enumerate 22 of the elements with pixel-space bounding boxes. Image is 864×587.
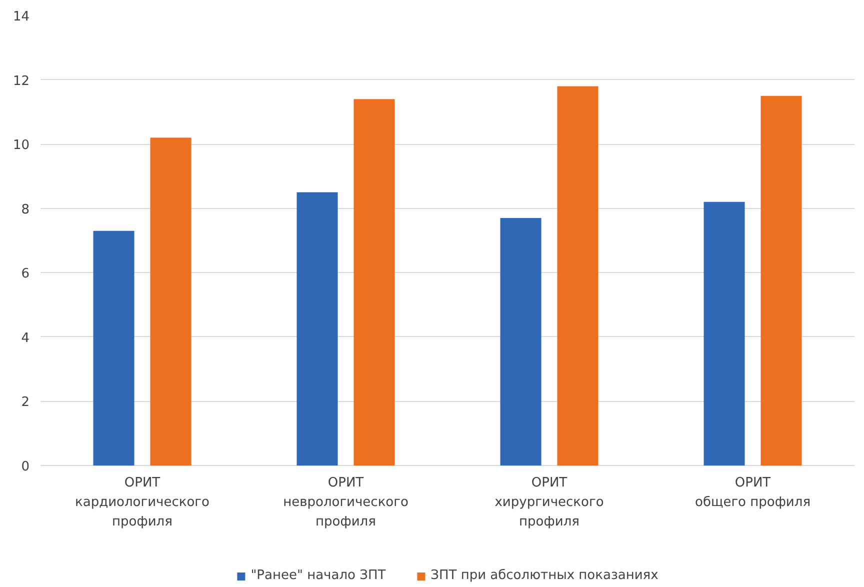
bar [354,99,395,466]
y-tick-label: 6 [21,266,30,282]
bar [93,230,134,466]
legend-label: ЗПТ при абсолютных показаниях [430,568,658,583]
bar [500,218,542,466]
x-tick-label: ОРИТ кардиологического профиля [75,476,210,530]
y-tick-label: 12 [12,74,30,89]
y-tick-label: 10 [12,138,30,154]
y-tick-label: 8 [21,202,30,218]
bar [760,96,802,466]
x-tick-label: ОРИТ хирургического профиля [494,476,604,530]
legend-label: "Ранее" начало ЗПТ [250,568,386,583]
y-tick-label: 14 [12,10,30,24]
y-tick-label: 0 [21,460,30,474]
x-tick-label: ОРИТ общего профиля [694,476,811,510]
x-tick-label: ОРИТ неврологического профиля [283,476,408,530]
y-tick-label: 4 [21,330,30,346]
bar [296,192,338,466]
bar [704,202,745,466]
bar [557,86,598,466]
bar [150,138,192,466]
y-tick-label: 2 [21,395,30,410]
